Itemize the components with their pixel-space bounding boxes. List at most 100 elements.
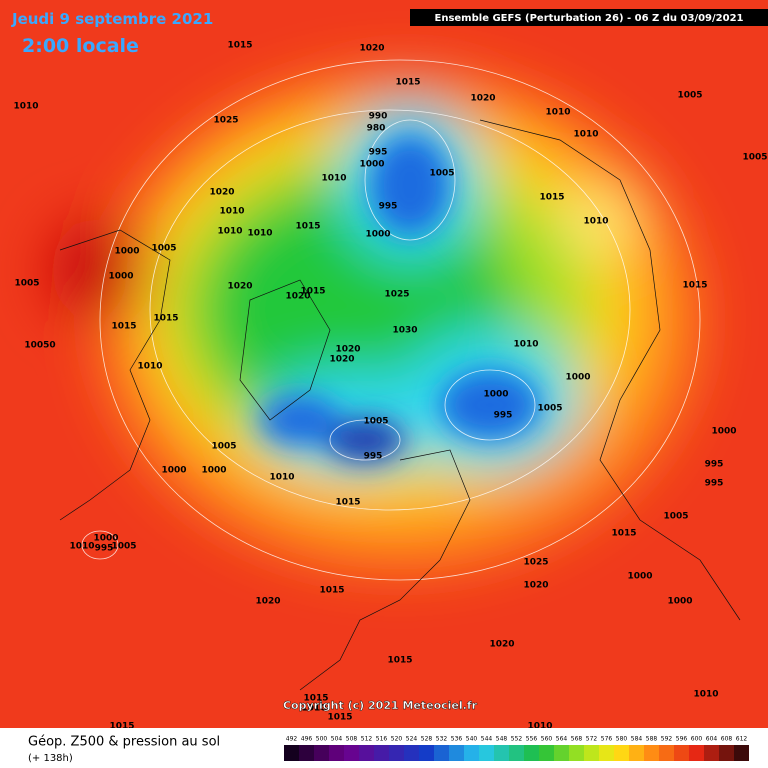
scale-label: 540	[466, 736, 478, 743]
isobar-label: 1010	[137, 362, 162, 372]
isobar-label: 995	[379, 202, 398, 212]
map-title: Jeudi 9 septembre 2021	[11, 10, 213, 28]
isobar-label: 980	[367, 124, 386, 134]
isobar-label: 1005	[429, 169, 454, 179]
isobar-label: 1020	[255, 597, 280, 607]
isobar-label: 1010	[321, 174, 346, 184]
isobar-label: 1010	[219, 207, 244, 217]
coastlines	[59, 119, 741, 691]
isobar-label: 1025	[523, 558, 548, 568]
isobar-label: 1005	[151, 244, 176, 254]
isobar-label: 1000	[667, 597, 692, 607]
scale-label: 544	[481, 736, 493, 743]
scale-swatch	[614, 745, 629, 761]
scale-label: 504	[331, 736, 343, 743]
isobar-label: 1030	[392, 326, 417, 336]
scale-label: 608	[721, 736, 733, 743]
scale-label: 604	[706, 736, 718, 743]
isobar-label: 1000	[114, 247, 139, 257]
isobar-label: 1015	[682, 281, 707, 291]
isobar-label: 1000	[483, 390, 508, 400]
isobar-label: 1005	[677, 91, 702, 101]
isobar-label: 1010	[573, 130, 598, 140]
isobar-label: 1005	[363, 417, 388, 427]
isobars	[81, 59, 701, 581]
copyright: Copyright (c) 2021 Meteociel.fr	[283, 699, 478, 712]
scale-label: 552	[511, 736, 523, 743]
isobar-label: 1020	[209, 188, 234, 198]
scale-swatch	[284, 745, 299, 761]
isobar-label: 1000	[201, 466, 226, 476]
isobar-label: 1000	[93, 534, 118, 544]
isobar-label: 1015	[153, 314, 178, 324]
scale-swatch	[554, 745, 569, 761]
parameter: Géop. Z500 & pression au sol	[28, 735, 220, 750]
scale-swatch	[464, 745, 479, 761]
isobar-label: 1010	[583, 217, 608, 227]
isobar-label: 1005	[14, 279, 39, 289]
scale-swatch	[674, 745, 689, 761]
scale-swatch	[389, 745, 404, 761]
isobar-label: 1010	[527, 722, 552, 732]
isobar-label: 995	[364, 452, 383, 462]
scale-label: 512	[361, 736, 373, 743]
isobar-label: 1015	[300, 287, 325, 297]
scale-label: 536	[451, 736, 463, 743]
isobar-label: 1015	[335, 498, 360, 508]
scale-label: 612	[736, 736, 748, 743]
scale-swatch	[299, 745, 314, 761]
isobar-label: 1025	[213, 116, 238, 126]
scale-label: 584	[631, 736, 643, 743]
scale-swatch	[404, 745, 419, 761]
scale-label: 564	[556, 736, 568, 743]
scale-swatch	[434, 745, 449, 761]
isobar-label: 1015	[319, 586, 344, 596]
scale-label: 576	[601, 736, 613, 743]
scale-label: 572	[586, 736, 598, 743]
isobar-label: 1000	[108, 272, 133, 282]
scale-label: 568	[571, 736, 583, 743]
isobar-label: 1015	[327, 713, 352, 723]
isobar-label: 1010	[69, 542, 94, 552]
scale-swatch	[524, 745, 539, 761]
isobar-label: 1015	[387, 656, 412, 666]
scale-label: 520	[391, 736, 403, 743]
scale-label: 528	[421, 736, 433, 743]
isobar-label: 1010	[693, 690, 718, 700]
isobar-label: 1010	[301, 704, 326, 714]
isobar-label: 10050	[24, 341, 55, 351]
scale-swatch	[569, 745, 584, 761]
scale-swatch	[359, 745, 374, 761]
isobar-label: 1000	[365, 230, 390, 240]
isobar-label: 1020	[470, 94, 495, 104]
scale-label: 560	[541, 736, 553, 743]
isobar-label: 1005	[742, 153, 767, 163]
isobar-label: 1010	[269, 473, 294, 483]
scale-swatch	[494, 745, 509, 761]
model-info: Ensemble GEFS (Perturbation 26) - 06 Z d…	[435, 13, 744, 24]
scale-label: 548	[496, 736, 508, 743]
scale-swatch	[314, 745, 329, 761]
isobar-label: 1000	[161, 466, 186, 476]
scale-label: 516	[376, 736, 388, 743]
isobar-label: 1020	[335, 345, 360, 355]
isobar-label: 995	[494, 411, 513, 421]
scale-swatch	[704, 745, 719, 761]
scale-swatch	[374, 745, 389, 761]
isobar-label: 1020	[523, 581, 548, 591]
lead-time: (+ 138h)	[28, 753, 73, 764]
scale-swatch	[449, 745, 464, 761]
isobar-label: 995	[705, 479, 724, 489]
scale-swatch	[659, 745, 674, 761]
scale-swatch	[329, 745, 344, 761]
isobar-label: 1015	[109, 722, 134, 732]
scale-swatch	[479, 745, 494, 761]
scale-label: 556	[526, 736, 538, 743]
isobar-label: 1020	[489, 640, 514, 650]
scale-swatch	[719, 745, 734, 761]
isobar-label: 1010	[247, 229, 272, 239]
isobar-label: 1015	[303, 694, 328, 704]
isobar-label: 1010	[513, 340, 538, 350]
